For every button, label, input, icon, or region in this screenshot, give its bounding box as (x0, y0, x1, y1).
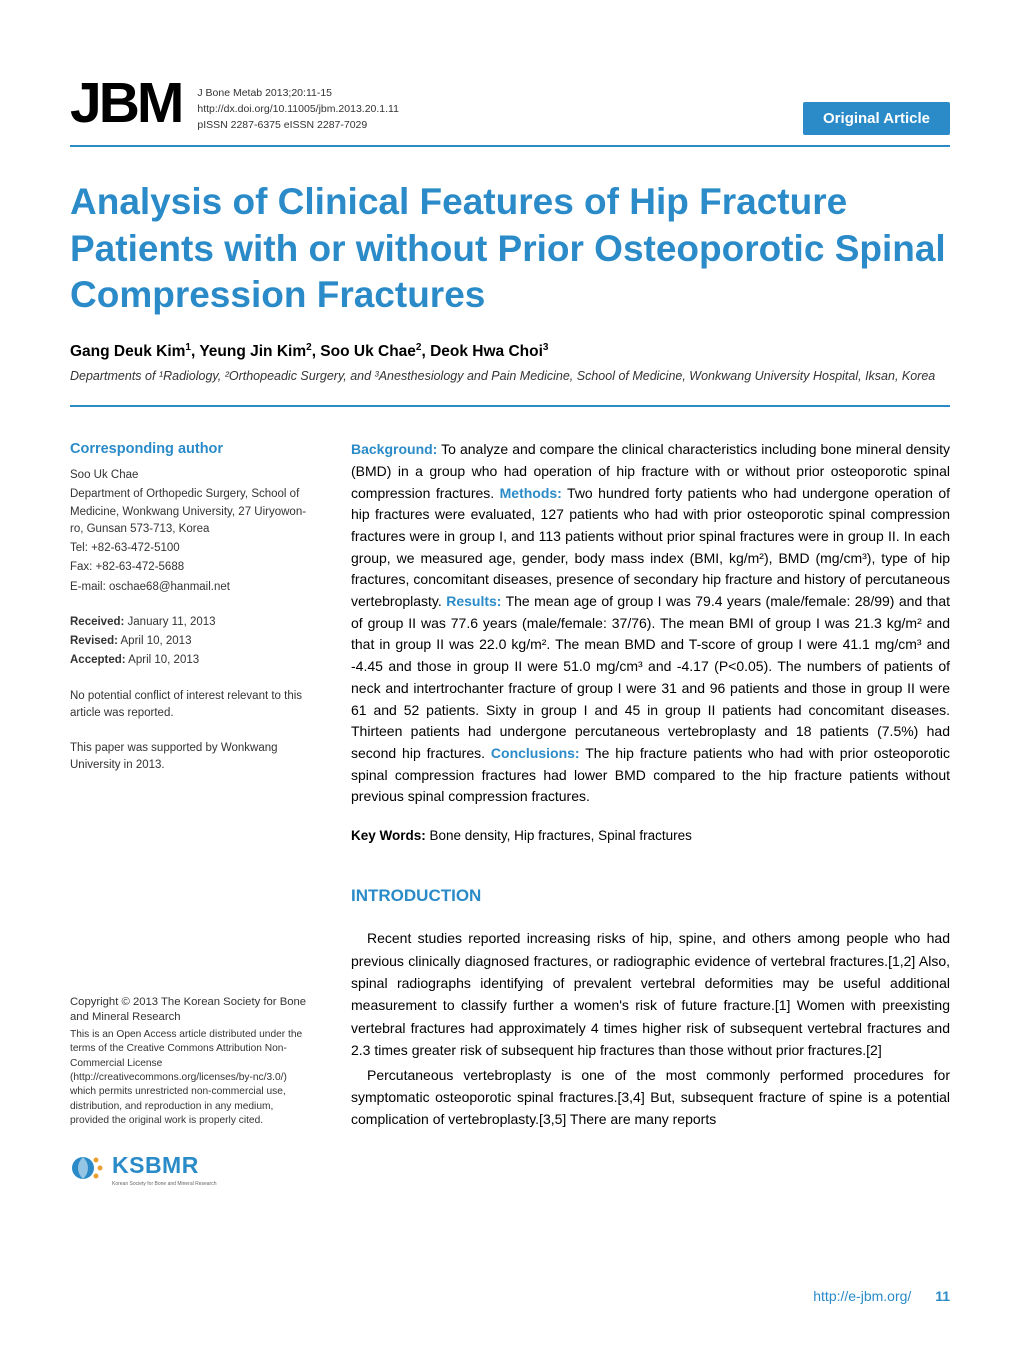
methods-label: Methods: (500, 485, 562, 501)
ksbmr-sub: Korean Society for Bone and Mineral Rese… (112, 1181, 217, 1189)
results-text: The mean age of group I was 79.4 years (… (351, 593, 950, 761)
corresponding-tel: Tel: +82-63-472-5100 (70, 540, 315, 557)
journal-citation: J Bone Metab 2013;20:11-15 (197, 86, 399, 102)
support-text: This paper was supported by Wonkwang Uni… (70, 740, 315, 775)
footer-url: http://e-jbm.org/ (813, 1288, 911, 1304)
dates-block: Received: January 11, 2013 Revised: Apri… (70, 614, 315, 670)
journal-doi: http://dx.doi.org/10.11005/jbm.2013.20.1… (197, 102, 399, 118)
journal-meta: J Bone Metab 2013;20:11-15 http://dx.doi… (197, 80, 399, 133)
corresponding-fax: Fax: +82-63-472-5688 (70, 559, 315, 576)
received-label: Received: (70, 616, 124, 628)
corresponding-header: Corresponding author (70, 439, 315, 461)
keywords-label: Key Words: (351, 828, 426, 843)
license-block: Copyright © 2013 The Korean Society for … (70, 995, 315, 1129)
accepted-date: April 10, 2013 (126, 654, 200, 666)
header-rule (70, 145, 950, 147)
conclusions-label: Conclusions: (491, 745, 580, 761)
ksbmr-icon (70, 1150, 106, 1186)
received-date: January 11, 2013 (124, 616, 215, 628)
corresponding-block: Corresponding author Soo Uk Chae Departm… (70, 439, 315, 596)
ksbmr-logo: KSBMR Korean Society for Bone and Minera… (70, 1148, 315, 1188)
page-footer: http://e-jbm.org/ 11 (813, 1288, 950, 1304)
results-label: Results: (446, 593, 501, 609)
article-type-badge: Original Article (803, 102, 950, 135)
corresponding-email: E-mail: oschae68@hanmail.net (70, 579, 315, 596)
revised-date: April 10, 2013 (118, 635, 192, 647)
journal-issn: pISSN 2287-6375 eISSN 2287-7029 (197, 118, 399, 134)
conflict-text: No potential conflict of interest releva… (70, 688, 315, 723)
intro-para-1: Recent studies reported increasing risks… (351, 927, 950, 1061)
right-column: Background: To analyze and compare the c… (351, 439, 950, 1188)
ksbmr-text: KSBMR (112, 1152, 199, 1178)
left-column: Corresponding author Soo Uk Chae Departm… (70, 439, 315, 1188)
license-text: This is an Open Access article distribut… (70, 1028, 315, 1128)
two-column-layout: Corresponding author Soo Uk Chae Departm… (70, 439, 950, 1188)
copyright-line: Copyright © 2013 The Korean Society for … (70, 995, 315, 1027)
intro-heading: INTRODUCTION (351, 883, 950, 909)
article-title: Analysis of Clinical Features of Hip Fra… (70, 179, 950, 318)
jbm-logo-text: JBM (70, 80, 181, 127)
abstract: Background: To analyze and compare the c… (351, 439, 950, 808)
accepted-label: Accepted: (70, 654, 126, 666)
methods-text: Two hundred forty patients who had under… (351, 485, 950, 609)
jbm-logo: JBM (70, 80, 181, 127)
keywords: Key Words: Bone density, Hip fractures, … (351, 826, 950, 847)
background-label: Background: (351, 441, 437, 457)
corresponding-name: Soo Uk Chae (70, 467, 315, 484)
authors: Gang Deuk Kim1, Yeung Jin Kim2, Soo Uk C… (70, 342, 950, 361)
support-block: This paper was supported by Wonkwang Uni… (70, 740, 315, 775)
conflict-block: No potential conflict of interest releva… (70, 688, 315, 723)
intro-para-2: Percutaneous vertebroplasty is one of th… (351, 1064, 950, 1131)
footer-page: 11 (935, 1288, 950, 1304)
section-divider (70, 405, 950, 407)
corresponding-dept: Department of Orthopedic Surgery, School… (70, 486, 315, 538)
affiliation: Departments of ¹Radiology, ²Orthopeadic … (70, 367, 950, 385)
revised-label: Revised: (70, 635, 118, 647)
keywords-text: Bone density, Hip fractures, Spinal frac… (426, 828, 692, 843)
